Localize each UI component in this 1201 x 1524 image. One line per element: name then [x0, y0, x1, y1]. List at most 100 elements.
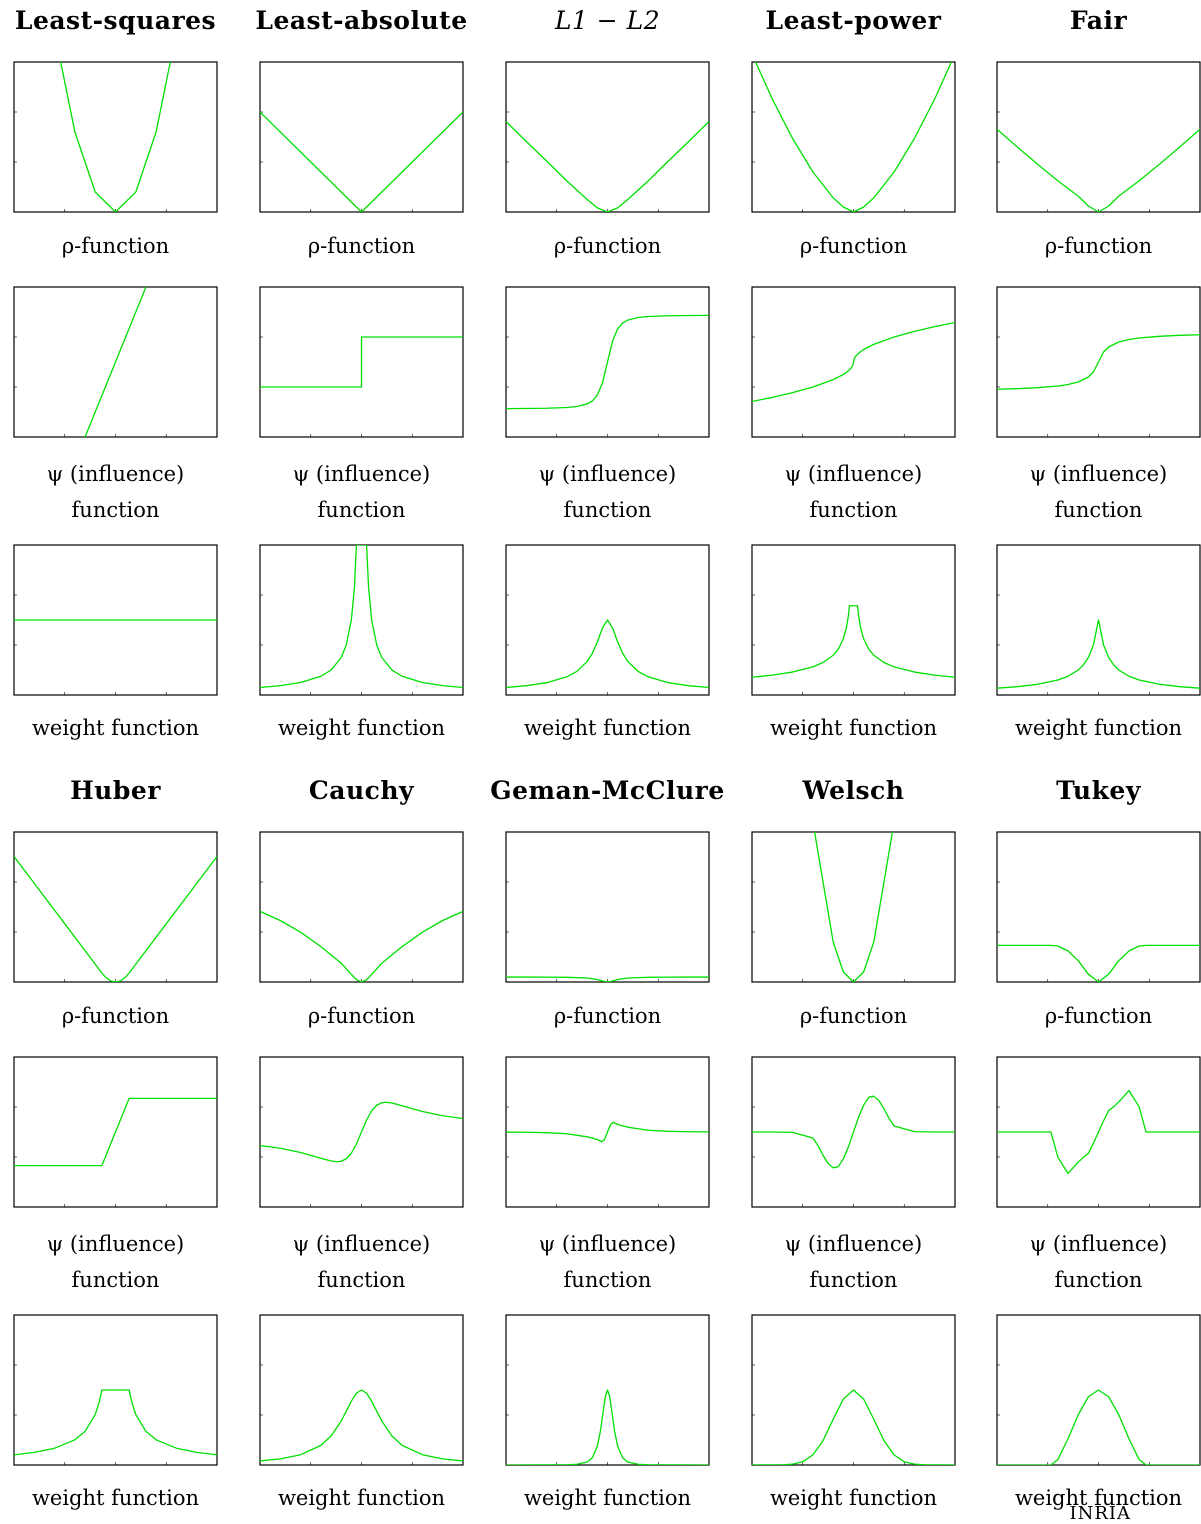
caption-rho-huber: ρ-function	[0, 998, 239, 1034]
plot-least-absolute-weight	[259, 544, 464, 696]
caption-psi-line1: ψ (influence)	[239, 1226, 485, 1262]
series-line-least-power-rho	[752, 54, 955, 212]
plot-least-squares-weight	[13, 544, 218, 696]
series-line-welsch-psi	[752, 1096, 955, 1168]
footer-label: INRIA	[1069, 1503, 1131, 1524]
caption-psi-line2: function	[976, 492, 1201, 528]
title-least-power: Least-power	[731, 6, 977, 35]
plot-geman-mcclure-weight	[505, 1314, 710, 1466]
plot-frame	[997, 62, 1200, 212]
series-line-huber-weight	[14, 1390, 217, 1455]
caption-psi-huber: ψ (influence)function	[0, 1226, 239, 1298]
plot-frame	[14, 62, 217, 212]
series-line-welsch-weight	[752, 1390, 955, 1465]
plot-cauchy-weight	[259, 1314, 464, 1466]
plot-fair-psi	[996, 286, 1201, 438]
plot-least-squares-psi	[13, 286, 218, 438]
series-line-huber-psi	[14, 1098, 217, 1165]
caption-rho-cauchy: ρ-function	[239, 998, 485, 1034]
caption-psi-line2: function	[485, 492, 731, 528]
caption-psi-line2: function	[731, 1262, 977, 1298]
plot-welsch-rho	[751, 831, 956, 983]
caption-psi-cauchy: ψ (influence)function	[239, 1226, 485, 1298]
series-line-l1-l2-rho	[506, 122, 709, 213]
plot-tukey-psi	[996, 1056, 1201, 1208]
title-welsch: Welsch	[731, 776, 977, 805]
plot-fair-rho	[996, 61, 1201, 213]
plot-cauchy-rho	[259, 831, 464, 983]
series-line-huber-rho	[14, 857, 217, 983]
caption-psi-welsch: ψ (influence)function	[731, 1226, 977, 1298]
caption-weight-huber: weight function	[0, 1480, 239, 1516]
plot-huber-psi	[13, 1056, 218, 1208]
plot-frame	[997, 832, 1200, 982]
plot-least-absolute-psi	[259, 286, 464, 438]
caption-weight-least-power: weight function	[731, 710, 977, 746]
caption-weight-least-squares: weight function	[0, 710, 239, 746]
caption-psi-fair: ψ (influence)function	[976, 456, 1201, 528]
title-geman-mcclure: Geman-McClure	[485, 776, 731, 805]
caption-psi-least-power: ψ (influence)function	[731, 456, 977, 528]
caption-psi-line1: ψ (influence)	[239, 456, 485, 492]
series-line-least-power-weight	[752, 606, 955, 677]
title-cauchy: Cauchy	[239, 776, 485, 805]
caption-psi-line1: ψ (influence)	[0, 1226, 239, 1262]
caption-weight-geman-mcclure: weight function	[485, 1480, 731, 1516]
title-l1-l2: L1 − L2	[485, 6, 731, 35]
caption-rho-fair: ρ-function	[976, 228, 1201, 264]
series-line-least-absolute-psi	[260, 337, 463, 387]
caption-rho-tukey: ρ-function	[976, 998, 1201, 1034]
plot-frame	[752, 62, 955, 212]
caption-psi-line1: ψ (influence)	[485, 456, 731, 492]
caption-psi-least-squares: ψ (influence)function	[0, 456, 239, 528]
plot-frame	[260, 832, 463, 982]
plot-geman-mcclure-psi	[505, 1056, 710, 1208]
caption-psi-tukey: ψ (influence)function	[976, 1226, 1201, 1298]
caption-psi-line2: function	[239, 492, 485, 528]
plot-least-absolute-rho	[259, 61, 464, 213]
plot-l1-l2-weight	[505, 544, 710, 696]
plot-frame	[752, 545, 955, 695]
series-line-least-power-psi	[752, 323, 955, 402]
series-line-fair-psi	[997, 335, 1200, 390]
caption-weight-welsch: weight function	[731, 1480, 977, 1516]
plot-frame	[260, 62, 463, 212]
caption-weight-cauchy: weight function	[239, 1480, 485, 1516]
caption-psi-line1: ψ (influence)	[731, 456, 977, 492]
plot-huber-rho	[13, 831, 218, 983]
caption-psi-line1: ψ (influence)	[731, 1226, 977, 1262]
series-line-geman-mcclure-psi	[506, 1122, 709, 1142]
series-line-tukey-rho	[997, 945, 1200, 982]
title-tukey: Tukey	[976, 776, 1201, 805]
plot-frame	[506, 62, 709, 212]
series-line-geman-mcclure-weight	[506, 1390, 709, 1465]
caption-rho-welsch: ρ-function	[731, 998, 977, 1034]
caption-rho-geman-mcclure: ρ-function	[485, 998, 731, 1034]
plot-l1-l2-psi	[505, 286, 710, 438]
plot-welsch-weight	[751, 1314, 956, 1466]
caption-psi-line2: function	[976, 1262, 1201, 1298]
caption-psi-line2: function	[0, 1262, 239, 1298]
plot-l1-l2-rho	[505, 61, 710, 213]
title-fair: Fair	[976, 6, 1201, 35]
caption-psi-line1: ψ (influence)	[0, 456, 239, 492]
plot-cauchy-psi	[259, 1056, 464, 1208]
plot-frame	[506, 832, 709, 982]
caption-psi-line1: ψ (influence)	[976, 1226, 1201, 1262]
plot-frame	[260, 545, 463, 695]
caption-weight-least-absolute: weight function	[239, 710, 485, 746]
caption-psi-l1-l2: ψ (influence)function	[485, 456, 731, 528]
caption-weight-l1-l2: weight function	[485, 710, 731, 746]
series-line-cauchy-weight	[260, 1390, 463, 1461]
caption-psi-least-absolute: ψ (influence)function	[239, 456, 485, 528]
title-least-squares: Least-squares	[0, 6, 239, 35]
caption-weight-fair: weight function	[976, 710, 1201, 746]
plot-frame	[752, 832, 955, 982]
series-line-cauchy-psi	[260, 1102, 463, 1162]
series-line-fair-rho	[997, 129, 1200, 212]
caption-psi-line2: function	[731, 492, 977, 528]
plot-frame	[14, 832, 217, 982]
title-huber: Huber	[0, 776, 239, 805]
caption-psi-line1: ψ (influence)	[976, 456, 1201, 492]
caption-psi-geman-mcclure: ψ (influence)function	[485, 1226, 731, 1298]
